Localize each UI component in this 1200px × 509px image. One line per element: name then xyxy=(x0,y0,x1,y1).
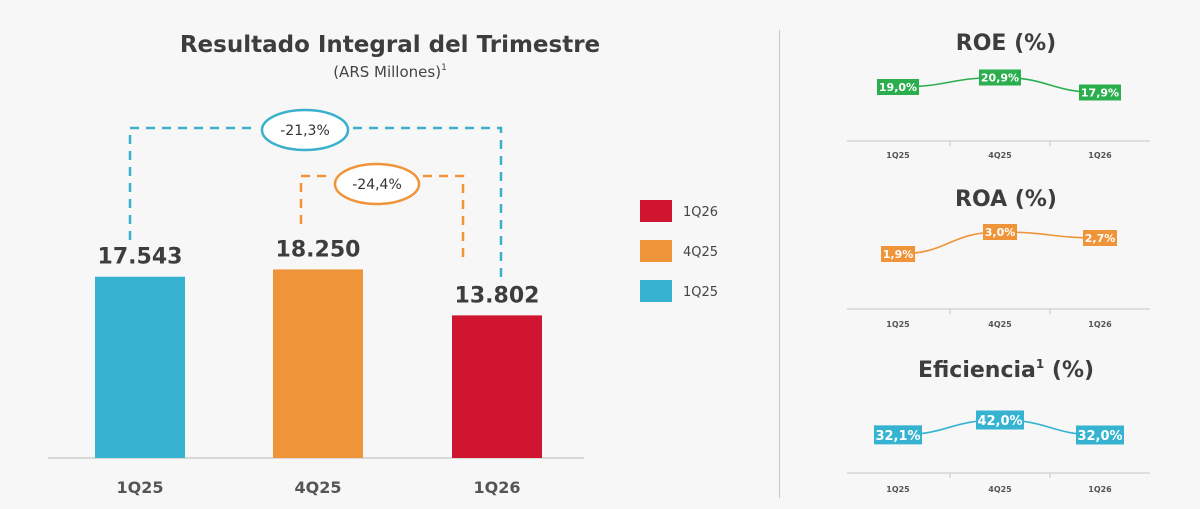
mini-value-label-roe-1q25: 19,0% xyxy=(879,81,917,94)
main-chart-subtitle: (ARS Millones)1 xyxy=(333,63,447,81)
mini-point-roa-1q25 xyxy=(881,246,915,262)
mini-value-label-eficiencia-1q26: 32,0% xyxy=(1077,429,1122,444)
comparison-brackets: -21,3% -24,4% xyxy=(128,108,503,283)
mini-title-text-eficiencia: Eficiencia xyxy=(918,358,1036,383)
mini-chart-roa: ROA (%) 1,9% 1Q25 3,0% 4Q25 2,7% 1Q26 xyxy=(847,187,1150,329)
mini-point-roe-1q26 xyxy=(1079,84,1121,101)
mini-tick-label-eficiencia-1q25: 1Q25 xyxy=(886,485,910,494)
mini-title-text-roa: ROA (%) xyxy=(955,187,1057,212)
main-chart-title: Resultado Integral del Trimestre xyxy=(180,32,600,58)
mini-value-label-roe-1q26: 17,9% xyxy=(1081,87,1119,100)
pct-label-4q25-1q26: -24,4% xyxy=(352,177,402,193)
mini-value-label-eficiencia-4q25: 42,0% xyxy=(977,414,1022,429)
legend-swatch-1q26 xyxy=(640,200,672,222)
mini-chart-eficiencia: Eficiencia1 (%) 32,1% 1Q25 42,0% 4Q25 32,0% 1Q… xyxy=(847,357,1150,494)
legend-label-1q25: 1Q25 xyxy=(683,285,718,300)
mini-tick-label-roa-4q25: 4Q25 xyxy=(988,320,1012,329)
mini-tick-label-roe-1q25: 1Q25 xyxy=(886,151,910,160)
pct-badge-4q25-1q26 xyxy=(333,162,421,206)
legend-label-4q25: 4Q25 xyxy=(683,245,718,260)
pct-badge-1q25-1q26 xyxy=(260,108,350,152)
mini-value-label-eficiencia-1q25: 32,1% xyxy=(875,429,920,444)
main-chart-subtitle-text: (ARS Millones) xyxy=(333,63,441,81)
mini-point-roa-1q26 xyxy=(1083,230,1117,246)
mini-point-eficiencia-4q25 xyxy=(976,410,1024,430)
bar-1q26 xyxy=(452,315,542,458)
legend-swatch-1q25 xyxy=(640,280,672,302)
mini-point-roa-4q25 xyxy=(983,224,1017,240)
mini-tick-label-eficiencia-4q25: 4Q25 xyxy=(988,485,1012,494)
mini-chart-roe: ROE (%) 19,0% 1Q25 20,9% 4Q25 17,9% 1Q26 xyxy=(847,31,1150,160)
category-label-4q25: 4Q25 xyxy=(295,478,342,497)
mini-point-eficiencia-1q26 xyxy=(1076,425,1124,445)
bracket-1q25-1q26 xyxy=(128,126,503,283)
pct-label-1q25-1q26: -21,3% xyxy=(280,123,330,139)
mini-title-roa: ROA (%) xyxy=(955,187,1057,212)
category-label-1q26: 1Q26 xyxy=(474,478,521,497)
mini-point-eficiencia-1q25 xyxy=(874,425,922,445)
mini-value-label-roa-4q25: 3,0% xyxy=(985,226,1016,239)
section-divider xyxy=(779,30,780,498)
category-label-1q25: 1Q25 xyxy=(117,478,164,497)
mini-tick-label-roa-1q26: 1Q26 xyxy=(1088,320,1112,329)
bracket-4q25-1q26 xyxy=(299,174,465,258)
mini-value-label-roa-1q25: 1,9% xyxy=(883,248,914,261)
bar-value-label-4q25: 18.250 xyxy=(276,237,361,262)
mini-tick-label-roe-1q26: 1Q26 xyxy=(1088,151,1112,160)
mini-tick-label-roa-1q25: 1Q25 xyxy=(886,320,910,329)
mini-value-label-roe-4q25: 20,9% xyxy=(981,72,1019,85)
bar-value-label-1q25: 17.543 xyxy=(98,245,183,270)
mini-title-sup-eficiencia: 1 xyxy=(1036,357,1044,371)
main-legend: 1Q26 4Q25 1Q25 xyxy=(640,200,718,302)
mini-tick-label-eficiencia-1q26: 1Q26 xyxy=(1088,485,1112,494)
bar-4q25 xyxy=(273,269,363,458)
legend-swatch-4q25 xyxy=(640,240,672,262)
mini-point-roe-4q25 xyxy=(979,69,1021,86)
mini-tick-label-roe-4q25: 4Q25 xyxy=(988,151,1012,160)
main-chart-subtitle-sup: 1 xyxy=(441,63,447,73)
mini-title-roe: ROE (%) xyxy=(956,31,1056,56)
main-chart: Resultado Integral del Trimestre (ARS Mi… xyxy=(48,32,718,497)
bar-1q25 xyxy=(95,276,185,458)
legend-label-1q26: 1Q26 xyxy=(683,205,718,220)
mini-title-eficiencia: Eficiencia1 (%) xyxy=(918,357,1094,383)
bars-group: 17.543 1Q25 18.250 4Q25 13.802 1Q26 xyxy=(95,237,542,497)
bar-value-label-1q26: 13.802 xyxy=(455,283,540,308)
mini-title-suffix-eficiencia: (%) xyxy=(1044,358,1094,383)
mini-value-label-roa-1q26: 2,7% xyxy=(1085,232,1116,245)
mini-title-text-roe: ROE (%) xyxy=(956,31,1056,56)
mini-point-roe-1q25 xyxy=(877,79,919,95)
